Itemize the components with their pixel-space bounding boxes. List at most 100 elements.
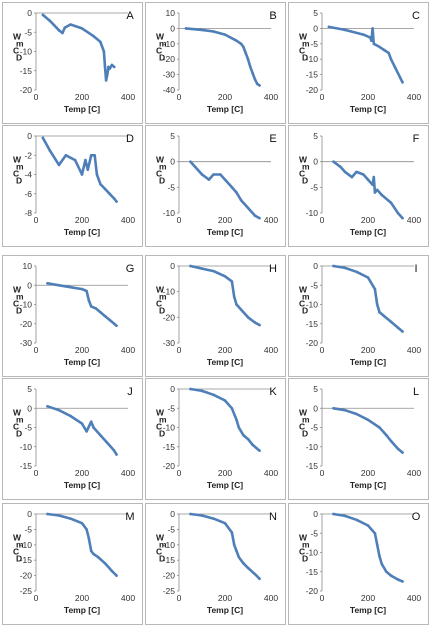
data-point xyxy=(69,414,72,418)
data-point xyxy=(343,408,347,412)
y-axis-label-letter: C xyxy=(13,46,19,56)
data-point xyxy=(41,136,45,140)
y-axis-label-letter: D xyxy=(159,53,165,63)
y-tick-label: -6 xyxy=(24,189,32,199)
data-point xyxy=(92,426,95,429)
x-tick-label: 400 xyxy=(407,92,421,102)
data-point xyxy=(258,449,261,452)
data-point xyxy=(375,188,379,192)
y-tick-label: 5 xyxy=(170,131,175,141)
data-point xyxy=(48,19,52,23)
x-tick-label: 200 xyxy=(218,345,232,355)
data-point xyxy=(69,285,72,289)
y-tick-label: 0 xyxy=(170,261,175,271)
y-axis-label-letter: C xyxy=(13,169,19,179)
y-tick-label: 0 xyxy=(27,509,32,519)
x-tick-label: 400 xyxy=(121,345,135,355)
y-axis-label-letter: m xyxy=(302,162,310,172)
data-point xyxy=(115,574,118,577)
y-axis-label-letter: W xyxy=(156,32,165,42)
x-axis-label: Temp [C] xyxy=(64,480,100,490)
data-point xyxy=(84,158,87,162)
data-point xyxy=(251,443,254,447)
y-tick-label: -20 xyxy=(20,571,33,581)
data-point xyxy=(89,305,93,308)
y-tick-label: 0 xyxy=(313,509,318,519)
data-point xyxy=(102,50,106,53)
data-point xyxy=(366,524,370,527)
data-point xyxy=(57,283,61,287)
y-tick-label: 5 xyxy=(313,384,318,394)
y-tick-label: 0 xyxy=(27,131,32,141)
data-point xyxy=(85,528,88,531)
data-point xyxy=(343,28,347,32)
data-point xyxy=(389,57,393,61)
data-point xyxy=(57,163,61,167)
data-point xyxy=(235,418,238,422)
data-point xyxy=(373,287,377,291)
series-line xyxy=(189,264,261,327)
data-point xyxy=(398,76,402,79)
data-point xyxy=(258,323,261,327)
data-point xyxy=(93,153,96,157)
data-point xyxy=(385,570,388,574)
y-tick-label: -10 xyxy=(20,47,33,57)
y-axis-label-letter: m xyxy=(159,292,167,302)
x-axis-label: Temp [C] xyxy=(207,227,243,237)
data-point xyxy=(85,289,88,293)
y-tick-label: -4 xyxy=(24,170,32,180)
y-tick-label: -8 xyxy=(24,208,32,218)
x-axis-label: Temp [C] xyxy=(350,357,386,367)
y-axis-label-letter: C xyxy=(156,46,162,56)
y-tick-label: -10 xyxy=(163,540,176,550)
data-point xyxy=(362,173,365,176)
data-point xyxy=(246,316,250,319)
data-point xyxy=(372,42,376,46)
data-point xyxy=(106,73,109,76)
x-tick-label: 400 xyxy=(407,593,421,603)
data-point xyxy=(401,580,404,583)
y-tick-label: -20 xyxy=(20,85,33,95)
series-line xyxy=(189,512,261,580)
y-tick-label: -10 xyxy=(306,300,319,310)
data-point xyxy=(339,165,342,169)
data-point xyxy=(219,173,222,176)
y-axis-label-letter: D xyxy=(302,554,308,564)
y-tick-label: -15 xyxy=(20,461,33,471)
data-point xyxy=(92,552,95,556)
data-point xyxy=(200,173,204,176)
data-point xyxy=(350,175,354,179)
data-point xyxy=(94,307,98,310)
data-point xyxy=(61,31,64,35)
panel-letter: M xyxy=(125,511,134,523)
data-point xyxy=(189,512,192,516)
data-point xyxy=(242,433,245,437)
data-point xyxy=(237,555,241,559)
data-point xyxy=(110,569,114,573)
panel-letter: H xyxy=(269,263,277,275)
x-axis-label: Temp [C] xyxy=(64,605,100,615)
data-point xyxy=(242,561,245,565)
y-tick-label: -5 xyxy=(24,27,32,37)
data-point xyxy=(63,26,67,29)
x-axis-label: Temp [C] xyxy=(207,357,243,367)
data-point xyxy=(253,214,257,217)
y-tick-label: -15 xyxy=(163,555,176,565)
data-point xyxy=(396,326,400,329)
y-axis-label-letter: m xyxy=(159,415,167,425)
data-point xyxy=(382,314,386,318)
y-axis-label-letter: m xyxy=(16,415,24,425)
data-point xyxy=(343,266,347,270)
data-point xyxy=(401,330,404,333)
x-axis-label: Temp [C] xyxy=(350,227,386,237)
y-tick-label: 5 xyxy=(27,384,32,394)
y-tick-label: -5 xyxy=(310,39,318,49)
